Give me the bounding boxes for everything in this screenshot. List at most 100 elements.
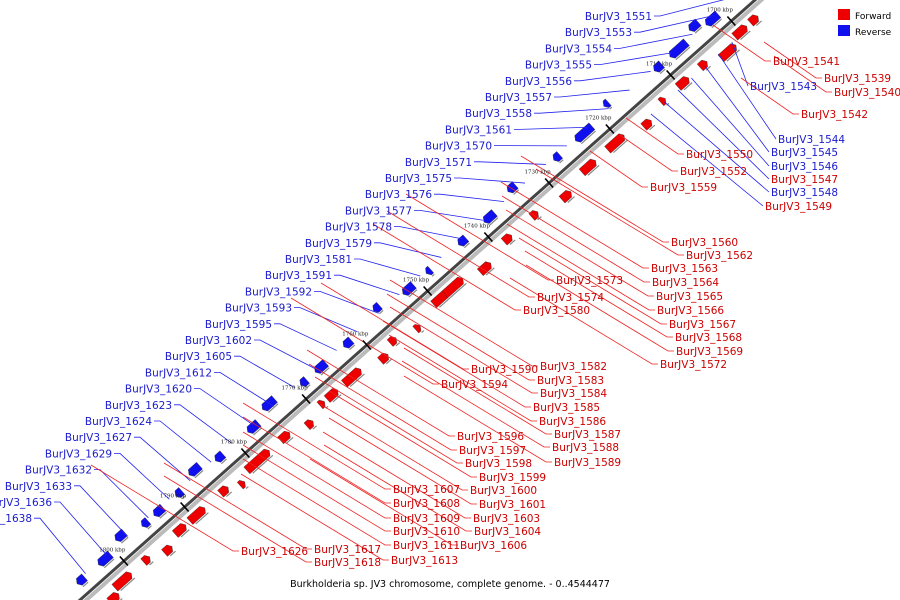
forward-leader-line (525, 264, 674, 352)
forward-gene-label: BurJV3_1560 (671, 237, 738, 249)
forward-leader-line (773, 55, 832, 93)
reverse-leader-line (114, 453, 170, 500)
forward-leader-line (712, 24, 771, 62)
gene-feature-layer (76, 10, 762, 600)
reverse-gene-arrow (140, 517, 152, 530)
reverse-gene-label: BurJV3_1620 (125, 384, 192, 396)
forward-leader-line (506, 223, 655, 311)
forward-gene-arrow (140, 555, 154, 566)
gene-label-right: BurJV3_1547 (771, 174, 838, 186)
forward-leader-line (372, 223, 521, 311)
legend-reverse-label: Reverse (855, 28, 892, 38)
tick-label: 1790 kbp (160, 494, 187, 500)
forward-gene-label: BurJV3_1542 (801, 109, 868, 121)
forward-gene-arrow (674, 76, 693, 91)
forward-leader-line (306, 349, 455, 437)
leader-line-layer (34, 0, 832, 574)
leader-line (718, 53, 777, 140)
forward-gene-label: BurJV3_1589 (554, 457, 621, 469)
forward-leader-line (242, 431, 391, 519)
forward-gene-label: BurJV3_1584 (540, 388, 607, 400)
forward-leader-line (405, 193, 554, 281)
tick-mark (483, 231, 493, 243)
reverse-gene-arrow (506, 181, 520, 195)
forward-leader-line (242, 458, 391, 546)
forward-gene-label: BurJV3_1568 (675, 332, 742, 344)
forward-leader-line (589, 150, 648, 188)
reverse-leader-line (634, 15, 714, 33)
reverse-gene-label: BurJV3_1627 (65, 432, 132, 444)
reverse-gene-label: BurJV3_1554 (545, 43, 612, 55)
tick-mark (544, 177, 554, 189)
forward-gene-label: BurJV3_1617 (314, 544, 381, 556)
forward-gene-label: BurJV3_1618 (314, 557, 381, 569)
forward-leader-line (403, 375, 552, 463)
tick-label: 1700 kbp (707, 8, 734, 14)
forward-gene-arrow (578, 158, 600, 177)
tick-label: 1740 kbp (464, 224, 491, 230)
forward-gene-label: BurJV3_1610 (393, 526, 460, 538)
forward-gene-label: BurJV3_1550 (686, 149, 753, 161)
forward-leader-line (524, 250, 673, 338)
reverse-leader-line (274, 323, 337, 351)
reverse-gene-arrow (653, 60, 666, 75)
reverse-leader-line (574, 71, 651, 82)
reverse-leader-line (154, 420, 212, 463)
forward-gene-arrow (717, 43, 740, 62)
reverse-gene-arrow (425, 265, 435, 277)
leader-line (650, 113, 764, 207)
gene-label-layer: BurJV3_1551 BurJV3_1553 BurJV3_1554 BurJV3_… (0, 11, 900, 569)
reverse-leader-line (214, 372, 275, 407)
reverse-gene-arrow (188, 462, 204, 479)
forward-leader-line (625, 117, 684, 155)
reverse-gene-label: BurJV3_1570 (425, 141, 492, 153)
forward-leader-line (389, 279, 538, 367)
reverse-gene-arrow (97, 550, 115, 569)
reverse-gene-label: BurJV3_1633 (5, 481, 72, 493)
backbone-layer (77, 0, 765, 600)
gene-label-right: BurJV3_1543 (750, 81, 817, 93)
reverse-gene-label: BurJV3_1553 (565, 27, 632, 39)
forward-gene-label: BurJV3_1603 (473, 513, 540, 525)
reverse-gene-arrow (246, 419, 263, 436)
reverse-gene-label: BurJV3_1576 (365, 189, 432, 201)
forward-gene-label: BurJV3_1574 (537, 292, 604, 304)
forward-gene-arrow (186, 506, 209, 525)
tick-label: 1720 kbp (585, 116, 612, 122)
forward-leader-line (290, 297, 439, 385)
reverse-gene-label: BurJV3_1612 (145, 367, 212, 379)
reverse-gene-arrow (372, 302, 384, 315)
forward-gene-label: BurJV3_1552 (680, 166, 747, 178)
gene-label-right: BurJV3_1546 (771, 161, 838, 173)
forward-leader-line (314, 376, 463, 464)
reverse-leader-line (314, 291, 379, 314)
reverse-gene-label: BurJV3_1577 (345, 205, 412, 217)
reverse-gene-label: BurJV3_1571 (405, 157, 472, 169)
forward-leader-line (242, 444, 391, 532)
reverse-gene-label: BurJV3_1558 (465, 108, 532, 120)
forward-gene-arrow (386, 336, 401, 347)
forward-leader-line (163, 475, 312, 563)
reverse-gene-label: BurJV3_1605 (165, 351, 232, 363)
reverse-leader-line (654, 0, 725, 17)
forward-gene-label: BurJV3_1540 (834, 87, 900, 99)
reverse-gene-label: BurJV3_1595 (205, 319, 272, 331)
forward-gene-arrow (217, 485, 233, 498)
reverse-leader-line (34, 517, 86, 574)
tick-mark (726, 15, 736, 27)
tick-layer: 1700 kbp 1710 kbp 1720 kbp 1730 kbp 1740 kbp… (99, 8, 736, 567)
forward-gene-arrow (277, 430, 294, 445)
tick-mark (301, 393, 311, 405)
gene-label-right: BurJV3_1548 (771, 187, 838, 199)
forward-gene-label: BurJV3_1597 (459, 445, 526, 457)
tick-mark (605, 123, 615, 135)
forward-gene-arrow (500, 233, 516, 246)
leader-line (677, 89, 770, 180)
forward-leader-line (163, 462, 312, 550)
forward-leader-line (501, 195, 650, 283)
forward-gene-label: BurJV3_1565 (656, 291, 723, 303)
forward-gene-label: BurJV3_1613 (391, 555, 458, 567)
leader-line (691, 77, 770, 167)
reverse-gene-label: BurJV3_1551 (585, 11, 652, 23)
map-caption: Burkholderia sp. JV3 chromosome, complet… (290, 579, 610, 590)
